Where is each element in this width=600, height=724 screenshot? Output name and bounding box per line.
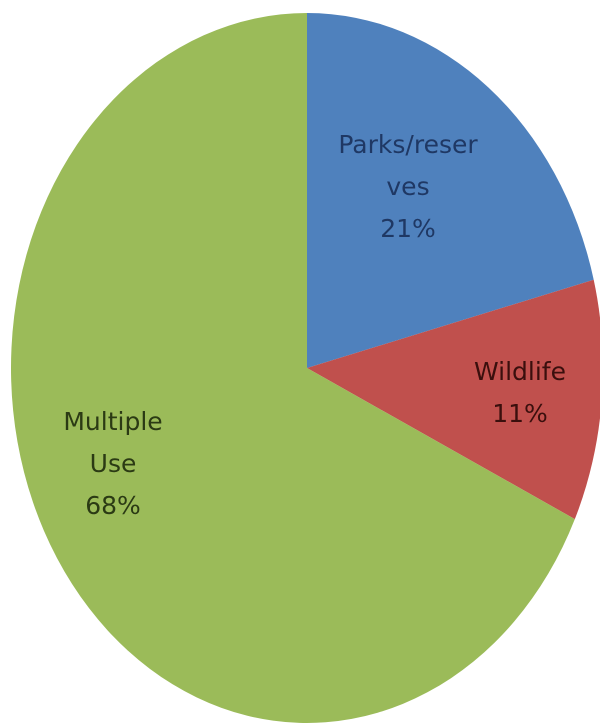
- pie-slices: [11, 12, 600, 723]
- pie-slice-2: [11, 12, 575, 723]
- slice-percent-label: 21%: [380, 214, 436, 243]
- slice-category-label: Wildlife: [474, 357, 566, 386]
- slice-percent-label: 68%: [85, 491, 141, 520]
- slice-category-label: Use: [90, 449, 137, 478]
- slice-label-2: Multiple Use 68%: [63, 407, 162, 520]
- slice-category-label: Multiple: [63, 407, 162, 436]
- pie-slice-1: [307, 279, 600, 520]
- slice-category-label: ves: [386, 172, 429, 201]
- slice-percent-label: 11%: [492, 399, 548, 428]
- slice-label-0: Parks/reser ves 21%: [338, 130, 478, 243]
- slice-label-1: Wildlife 11%: [474, 357, 566, 428]
- slice-category-label: Parks/reser: [338, 130, 478, 159]
- pie-labels: Parks/reser ves 21% Wildlife 11% Multiple Use 6…: [63, 130, 566, 520]
- pie-slice-0: [307, 13, 594, 368]
